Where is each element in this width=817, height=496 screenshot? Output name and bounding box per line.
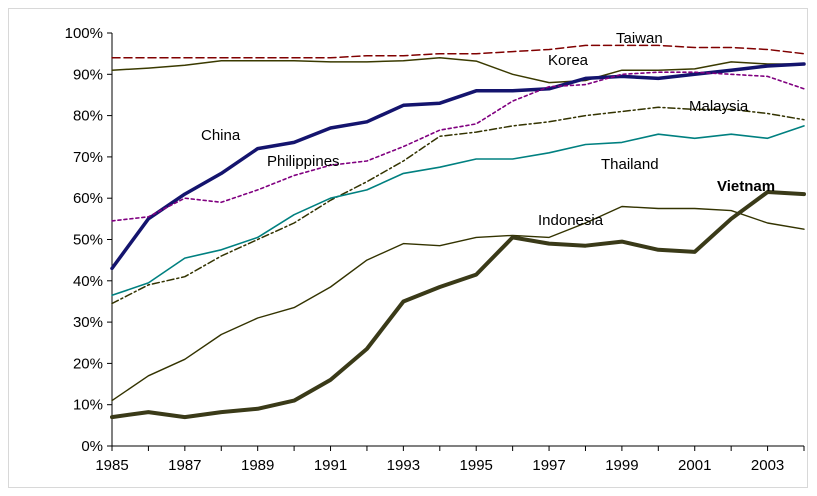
- y-tick-label: 30%: [73, 314, 103, 331]
- series-line-china: [110, 62, 806, 271]
- series-line-indonesia: [111, 205, 805, 402]
- x-tick-label: 1989: [241, 457, 274, 474]
- y-tick-label: 100%: [65, 25, 103, 42]
- x-tick-label: 1987: [168, 457, 201, 474]
- series-line-taiwan: [111, 44, 805, 59]
- series-label-philippines: Philippines: [267, 153, 340, 170]
- series-line-korea: [111, 57, 805, 84]
- y-tick-label: 90%: [73, 66, 103, 83]
- y-tick-label: 60%: [73, 190, 103, 207]
- series-label-china: China: [201, 127, 241, 144]
- series-label-thailand: Thailand: [601, 156, 659, 173]
- x-tick-label: 1993: [387, 457, 420, 474]
- series-lines: [110, 44, 806, 420]
- y-tick-label: 10%: [73, 397, 103, 414]
- axes: 0% 10% 20% 30% 40% 50% 60% 70% 80% 90% 100% 1985 198…: [65, 25, 805, 474]
- y-tick-label: 70%: [73, 149, 103, 166]
- chart-frame: 0% 10% 20% 30% 40% 50% 60% 70% 80% 90% 100% 1985 198…: [8, 8, 808, 488]
- line-chart: 0% 10% 20% 30% 40% 50% 60% 70% 80% 90% 100% 1985 198…: [65, 25, 806, 474]
- series-label-korea: Korea: [548, 52, 589, 69]
- x-tick-label: 1997: [532, 457, 565, 474]
- series-line-malaysia: [111, 106, 805, 305]
- y-tick-label: 20%: [73, 355, 103, 372]
- x-tick-label: 1985: [95, 457, 128, 474]
- x-tick-label: 2003: [751, 457, 784, 474]
- y-tick-label: 0%: [81, 438, 103, 455]
- y-tick-label: 80%: [73, 108, 103, 125]
- y-tick-label: 50%: [73, 232, 103, 249]
- x-tick-label: 1995: [460, 457, 493, 474]
- series-label-taiwan: Taiwan: [616, 30, 663, 47]
- series-line-philippines: [111, 71, 805, 222]
- x-tick-label: 1991: [314, 457, 347, 474]
- series-label-indonesia: Indonesia: [538, 212, 604, 229]
- x-tick-label: 2001: [678, 457, 711, 474]
- series-label-vietnam: Vietnam: [717, 178, 775, 195]
- y-tick-label: 40%: [73, 273, 103, 290]
- series-line-vietnam: [110, 190, 806, 420]
- series-label-malaysia: Malaysia: [689, 98, 749, 115]
- series-line-thailand: [111, 125, 805, 297]
- series-labels: Taiwan Korea Malaysia China Philippines Thail…: [201, 30, 775, 229]
- x-tick-label: 1999: [605, 457, 638, 474]
